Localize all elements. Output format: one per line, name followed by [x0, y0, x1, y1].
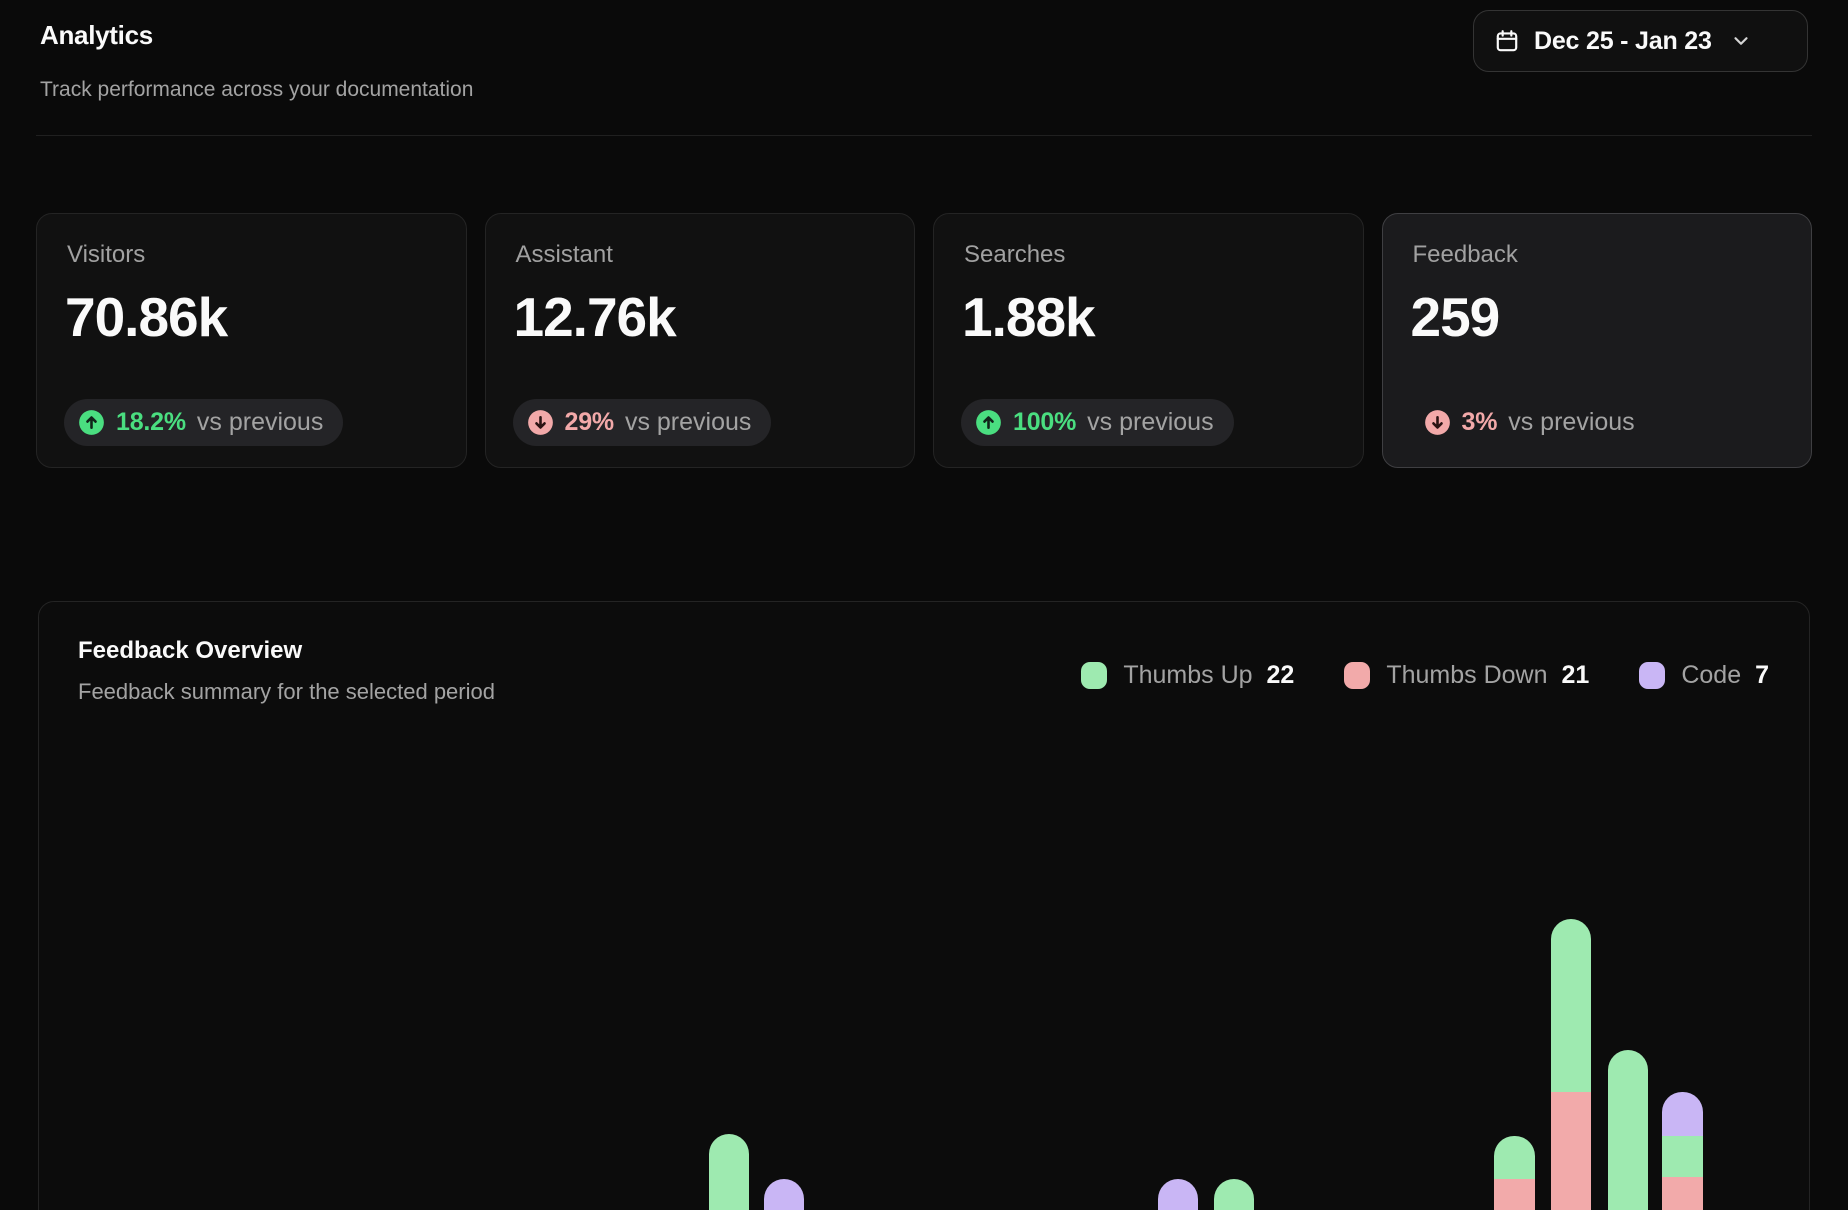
chart-bar-segment-pink	[1551, 1092, 1591, 1210]
stat-delta: 18.2%	[116, 408, 186, 436]
stat-card-visitors[interactable]: Visitors 70.86k 18.2% vs previous	[36, 213, 467, 468]
chart-bar-segment-green	[1214, 1179, 1254, 1210]
legend-label: Thumbs Up	[1123, 660, 1253, 689]
arrow-up-circle-icon	[975, 409, 1002, 436]
stat-delta-badge: 3% vs previous	[1410, 399, 1655, 446]
legend-count: 21	[1561, 660, 1590, 689]
chart-bar-segment-green	[709, 1134, 749, 1210]
stat-label: Visitors	[67, 241, 146, 268]
legend-label: Code	[1681, 660, 1742, 689]
stat-delta-badge: 29% vs previous	[512, 399, 772, 446]
date-range-button[interactable]: Dec 25 - Jan 23	[1473, 10, 1808, 72]
stat-label: Feedback	[1412, 241, 1518, 268]
page-title: Analytics	[40, 20, 153, 50]
stat-card-assistant[interactable]: Assistant 12.76k 29% vs previous	[484, 213, 915, 468]
page-subtitle: Track performance across your documentat…	[40, 78, 474, 101]
chart-bar-segment-green	[1608, 1050, 1648, 1210]
chart-bar	[1662, 602, 1703, 1210]
legend-count: 7	[1755, 660, 1769, 689]
stat-value: 259	[1410, 286, 1501, 348]
chart-bar-segment-green	[1551, 919, 1591, 1092]
stat-card-feedback[interactable]: Feedback 259 3% vs previous	[1381, 213, 1812, 468]
legend-item-code[interactable]: Code 7	[1639, 661, 1769, 690]
legend-item-thumbs-up[interactable]: Thumbs Up 22	[1081, 661, 1294, 690]
feedback-overview-panel: Feedback Overview Feedback summary for t…	[38, 601, 1810, 1210]
thumbs-down-swatch-icon	[1344, 661, 1371, 689]
chart-bar-segment-purple	[1158, 1179, 1198, 1210]
stat-value: 1.88k	[962, 286, 1096, 348]
chart-bar	[764, 602, 804, 1210]
stat-value: 70.86k	[65, 286, 228, 348]
date-range-label: Dec 25 - Jan 23	[1534, 26, 1712, 55]
code-swatch-icon	[1639, 661, 1666, 689]
stat-delta: 29%	[564, 408, 615, 436]
stat-delta-suffix: vs previous	[1508, 408, 1635, 436]
stat-delta: 100%	[1013, 408, 1077, 436]
legend-label: Thumbs Down	[1386, 660, 1548, 689]
chart-bar-segment-purple	[1662, 1092, 1703, 1136]
chart-bar	[1158, 602, 1198, 1210]
stat-delta-suffix: vs previous	[624, 408, 752, 436]
chart-bar-segment-purple	[764, 1179, 804, 1210]
stat-delta-badge: 18.2% vs previous	[64, 399, 344, 446]
panel-title: Feedback Overview	[78, 637, 303, 664]
chevron-down-icon	[1730, 30, 1752, 52]
stat-delta-badge: 100% vs previous	[961, 399, 1234, 446]
legend-item-thumbs-down[interactable]: Thumbs Down 21	[1344, 661, 1589, 690]
stat-card-searches[interactable]: Searches 1.88k 100% vs previous	[933, 213, 1364, 468]
header-divider	[36, 135, 1812, 136]
stat-delta-suffix: vs previous	[1087, 408, 1214, 436]
calendar-icon	[1494, 28, 1520, 54]
feedback-bar-chart	[39, 602, 1809, 1210]
stat-value: 12.76k	[513, 286, 677, 348]
arrow-down-circle-icon	[527, 409, 554, 436]
stat-delta-suffix: vs previous	[196, 408, 324, 436]
chart-bar	[1214, 602, 1254, 1210]
chart-bar	[1494, 602, 1535, 1210]
stat-label: Searches	[964, 241, 1066, 268]
chart-bar-segment-pink	[1494, 1179, 1535, 1210]
chart-legend: Thumbs Up 22 Thumbs Down 21 Code 7	[1081, 656, 1769, 694]
thumbs-up-swatch-icon	[1081, 661, 1108, 689]
chart-bar	[1551, 602, 1591, 1210]
chart-bar	[1608, 602, 1648, 1210]
stat-delta: 3%	[1461, 408, 1498, 436]
panel-subtitle: Feedback summary for the selected period	[78, 679, 495, 704]
chart-bar-segment-green	[1662, 1136, 1703, 1177]
chart-bar-segment-green	[1494, 1136, 1535, 1179]
arrow-up-circle-icon	[78, 409, 105, 436]
stat-label: Assistant	[515, 241, 613, 268]
arrow-down-circle-icon	[1424, 409, 1451, 436]
chart-bar-segment-pink	[1662, 1177, 1703, 1210]
legend-count: 22	[1266, 660, 1295, 689]
chart-bar	[709, 602, 749, 1210]
stats-row: Visitors 70.86k 18.2% vs previous Assist…	[36, 213, 1812, 468]
